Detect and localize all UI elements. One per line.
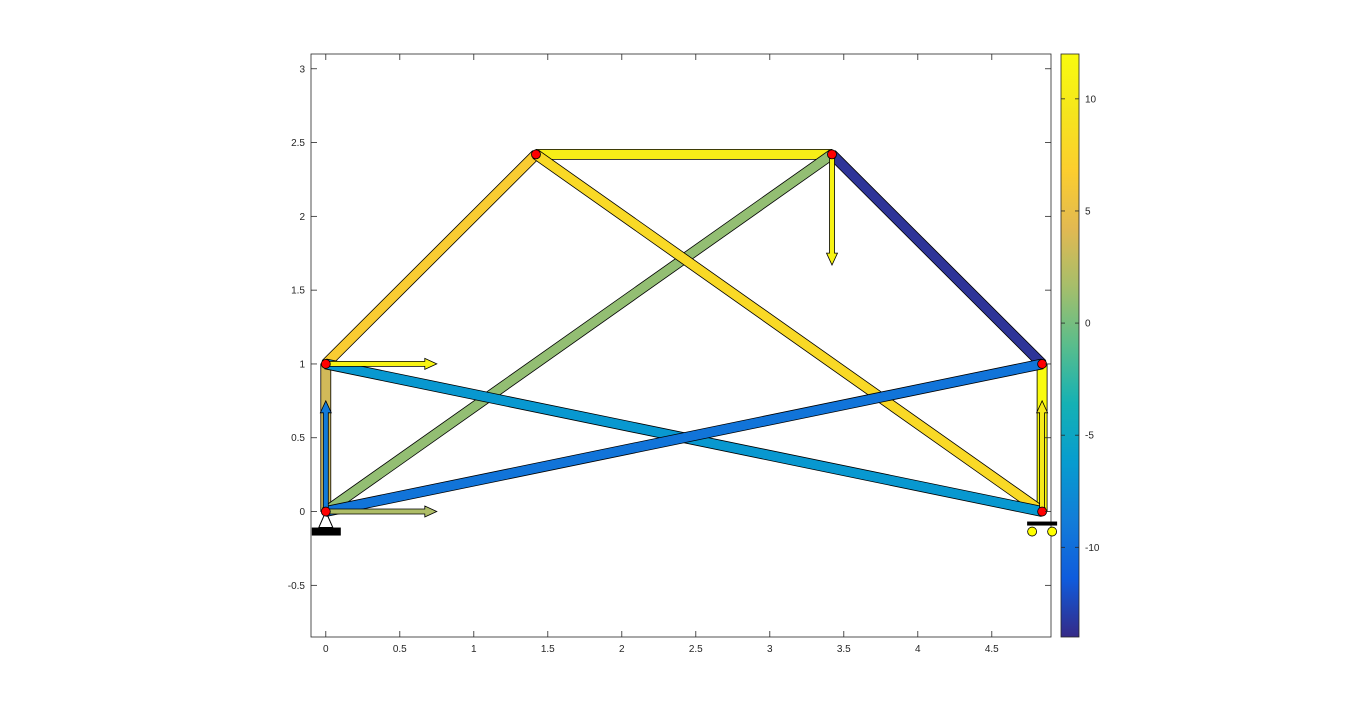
colorbar-ticks: -10 -5 0 5 10 <box>1061 94 1100 554</box>
x-tick-label: 2.5 <box>689 644 703 655</box>
y-tick-label: 1.5 <box>291 286 305 297</box>
y-tick-label: 0 <box>299 507 305 518</box>
y-tick-label: 1 <box>299 359 305 370</box>
load-arrow-node-2-0 <box>325 357 438 371</box>
colorbar-tick-label: -5 <box>1085 431 1094 442</box>
load-arrow-node-6-4 <box>1035 399 1049 512</box>
roller-wheel-2 <box>1047 526 1058 537</box>
colorbar-tick-label: -10 <box>1085 543 1100 554</box>
loads-layer <box>319 153 1049 518</box>
x-tick-label: 4 <box>915 644 921 655</box>
truss-member-3-4 <box>535 148 833 160</box>
x-tick-label: 2 <box>619 644 625 655</box>
y-tick-label: 2.5 <box>291 138 305 149</box>
y-tick-label: -0.5 <box>288 581 306 592</box>
x-tick-label: 4.5 <box>985 644 999 655</box>
load-arrow-node-4-3 <box>825 153 839 267</box>
y-tick-label: 3 <box>299 64 305 75</box>
y-tick-label: 2 <box>299 212 305 223</box>
truss-node-3 <box>531 149 541 160</box>
colorbar-tick-label: 10 <box>1085 94 1097 105</box>
x-axis: 0 0.5 1 1.5 2 2.5 3 3.5 4 4.5 <box>323 54 999 655</box>
load-arrow-node-1-2 <box>319 399 332 512</box>
colorbar-tick-label: 0 <box>1085 319 1091 330</box>
colorbar: -10 -5 0 5 10 <box>1060 53 1100 638</box>
colorbar-gradient <box>1060 53 1080 638</box>
x-tick-label: 1.5 <box>541 644 555 655</box>
nodes-layer <box>320 149 1048 517</box>
x-tick-label: 0 <box>323 644 329 655</box>
truss-node-1 <box>320 506 331 517</box>
pinned-support-base <box>311 527 341 536</box>
x-tick-label: 3 <box>767 644 773 655</box>
load-arrow-node-1-1 <box>325 505 438 518</box>
axes-box <box>310 53 1052 638</box>
x-tick-label: 1 <box>471 644 477 655</box>
supports-layer <box>311 510 1058 537</box>
roller-wheel-1 <box>1027 526 1038 537</box>
truss-node-2 <box>320 359 331 369</box>
y-tick-label: 0.5 <box>291 433 305 444</box>
x-tick-label: 3.5 <box>837 644 851 655</box>
plot-area: 0 0.5 1 1.5 2 2.5 3 3.5 4 4.5 -0.5 0 0.5 1 1.5 2 2.5 3 <box>288 53 1058 655</box>
x-tick-label: 0.5 <box>393 644 407 655</box>
colorbar-tick-label: 5 <box>1085 206 1091 217</box>
members-layer <box>320 148 1048 517</box>
y-axis: -0.5 0 0.5 1 1.5 2 2.5 3 <box>288 64 1051 592</box>
truss-node-4 <box>827 149 837 160</box>
roller-support-plate <box>1027 521 1058 526</box>
